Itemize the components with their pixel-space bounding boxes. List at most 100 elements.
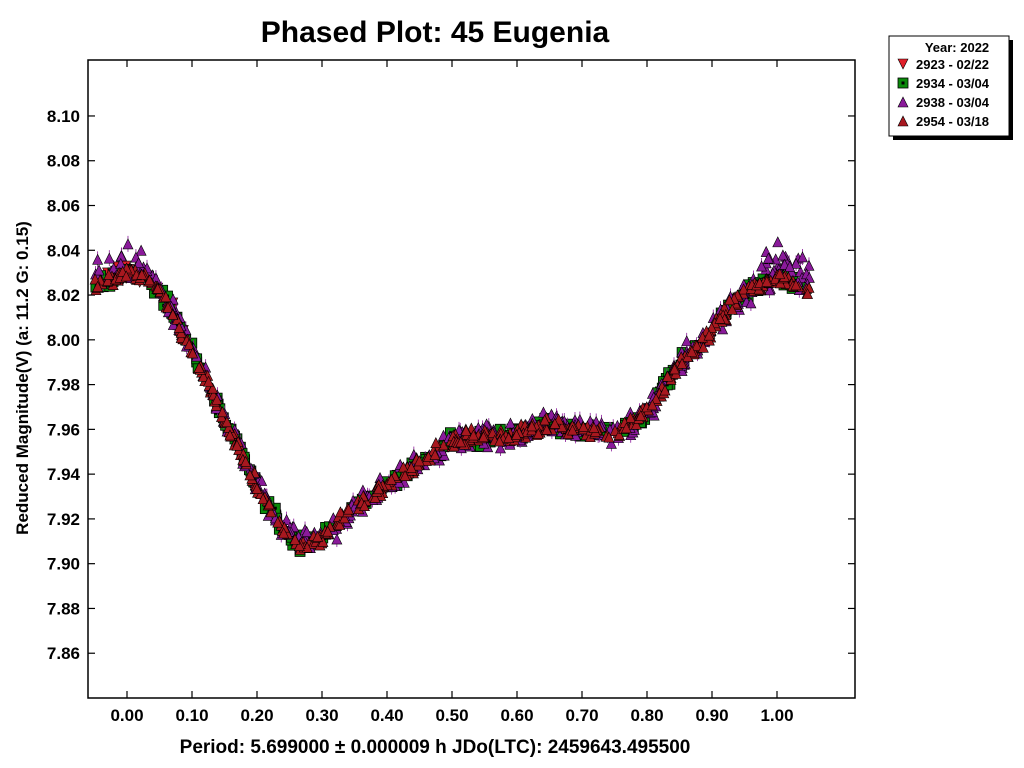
data-point: [796, 251, 808, 263]
data-point: [207, 382, 219, 394]
x-axis-label: Period: 5.699000 ± 0.000009 h JDo(LTC): …: [180, 737, 691, 758]
data-point: [244, 469, 256, 481]
data-point: [510, 429, 522, 440]
data-point: [272, 516, 284, 528]
data-point: [503, 432, 515, 444]
data-point: [359, 500, 370, 512]
y-tick-label: 7.96: [47, 420, 80, 439]
data-point: [567, 424, 578, 436]
data-point: [136, 268, 148, 280]
data-point: [251, 482, 263, 494]
y-tick-label: 7.92: [47, 510, 80, 529]
data-point: [460, 424, 472, 436]
data-point: [494, 435, 506, 447]
chart-title: Phased Plot: 45 Eugenia: [261, 16, 610, 49]
x-tick-label: 0.50: [435, 706, 468, 725]
data-point: [577, 421, 589, 433]
y-tick-label: 7.86: [47, 644, 80, 663]
data-point: [603, 431, 615, 443]
data-point: [774, 267, 786, 279]
data-point: [726, 303, 738, 315]
data-point: [646, 399, 658, 411]
data-point: [413, 455, 425, 467]
data-point: [152, 282, 164, 294]
data-point: [343, 503, 355, 515]
data-point: [162, 301, 174, 313]
y-tick-label: 8.02: [47, 286, 80, 305]
data-point: [635, 409, 647, 421]
x-tick-label: 0.40: [370, 706, 403, 725]
data-point: [790, 279, 802, 291]
data-point: [784, 260, 796, 272]
plot-area-frame: [87, 59, 856, 699]
data-point: [802, 287, 814, 299]
data-point: [399, 469, 411, 481]
data-point: [556, 420, 568, 432]
data-point: [650, 392, 662, 404]
y-tick-label: 8.00: [47, 331, 80, 350]
data-point: [697, 341, 709, 353]
data-point: [257, 493, 269, 505]
data-point: [430, 437, 442, 449]
x-tick-label: 0.90: [695, 706, 728, 725]
legend-entry-label: 2954 - 03/18: [916, 114, 989, 129]
data-point: [455, 436, 467, 448]
y-tick-label: 8.06: [47, 197, 80, 216]
data-point: [322, 525, 334, 537]
data-point: [772, 236, 784, 248]
data-point: [103, 268, 115, 280]
data-point: [167, 308, 179, 320]
data-point: [385, 473, 397, 485]
legend-entry-label: 2923 - 02/22: [916, 57, 989, 72]
y-tick-label: 8.04: [47, 241, 81, 260]
data-point: [93, 264, 105, 276]
data-point: [691, 340, 703, 351]
data-point: [630, 418, 642, 430]
x-axis: 0.00 0.10 0.20 0.30 0.40 0.50 0.60 0.70 0.80 0.90…: [110, 60, 794, 725]
data-point: [681, 335, 693, 347]
data-point: [756, 260, 768, 272]
data-point: [122, 238, 134, 250]
data-point: [183, 338, 195, 350]
x-tick-label: 0.70: [565, 706, 598, 725]
y-tick-label: 7.90: [47, 555, 80, 574]
data-points: [89, 235, 815, 557]
data-point: [289, 533, 301, 545]
data-point: [762, 252, 774, 264]
data-point: [278, 527, 290, 539]
data-point: [494, 442, 506, 454]
series-4: [89, 262, 815, 555]
data-point: [539, 414, 551, 426]
data-point: [777, 249, 789, 261]
data-point: [301, 526, 313, 537]
data-point: [467, 429, 479, 441]
data-point: [203, 375, 215, 387]
data-point: [624, 411, 636, 423]
data-point: [102, 274, 114, 286]
data-point: [686, 345, 698, 357]
data-point: [334, 518, 346, 530]
data-point: [659, 384, 671, 396]
legend-box: [888, 35, 1010, 137]
data-point: [620, 422, 632, 434]
data-point: [429, 448, 441, 460]
x-tick-label: 0.10: [175, 706, 208, 725]
data-point: [477, 431, 489, 443]
data-point: [293, 539, 305, 551]
legend-entry-label: 2938 - 03/04: [916, 95, 990, 110]
x-tick-label: 1.00: [760, 706, 793, 725]
legend-title: Year: 2022: [925, 40, 989, 55]
y-tick-label: 8.10: [47, 107, 80, 126]
x-tick-label: 0.60: [500, 706, 533, 725]
data-point: [373, 483, 385, 495]
data-point: [662, 370, 674, 382]
data-point: [549, 417, 561, 429]
data-point: [369, 491, 381, 503]
data-point: [144, 274, 156, 286]
data-point: [187, 347, 199, 359]
data-point: [92, 280, 104, 292]
data-point: [669, 363, 681, 375]
data-point: [231, 439, 243, 451]
legend-marker: [897, 115, 909, 127]
